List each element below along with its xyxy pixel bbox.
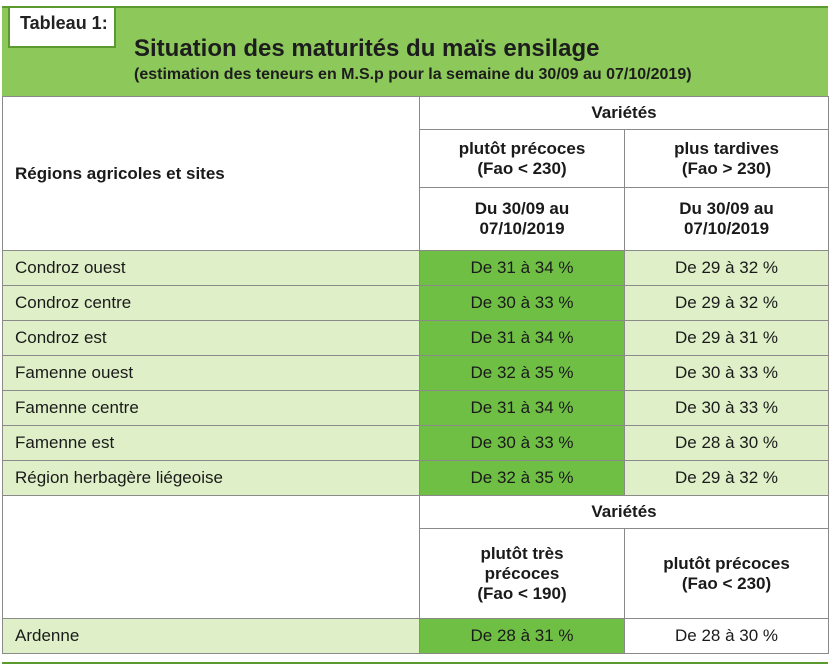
late-value-cell: De 29 à 31 %: [623, 320, 830, 356]
varieties-header: Variétés: [418, 96, 830, 130]
early-value-cell: De 31 à 34 %: [419, 390, 625, 426]
table-row: Famenne centre De 31 à 34 % De 30 à 33 %: [2, 390, 830, 426]
very-early-value-cell: De 28 à 31 %: [419, 618, 625, 654]
region-cell: Famenne centre: [2, 390, 420, 426]
col-very-early-fao: (Fao < 190): [477, 583, 567, 603]
table-row: Condroz ouest De 31 à 34 % De 29 à 32 %: [2, 250, 830, 286]
col-early-fao-2: (Fao < 230): [681, 573, 772, 593]
col-late-name: plus tardives: [674, 138, 779, 158]
region-cell: Condroz est: [2, 320, 420, 356]
regions-header: Régions agricoles et sites: [2, 96, 420, 251]
col-early-period: Du 30/09 au 07/10/2019: [419, 187, 625, 251]
col-very-early-line2: précoces: [484, 563, 560, 583]
col-early-name-2: plutôt précoces: [663, 553, 790, 573]
table-row: Région herbagère liégeoise De 32 à 35 % …: [2, 460, 830, 496]
col-early-name: plutôt précoces: [458, 138, 586, 158]
late-value-cell: De 29 à 32 %: [623, 460, 830, 496]
col-late-period-start: Du 30/09 au: [679, 199, 774, 218]
col-very-early-header: plutôt très précoces (Fao < 190): [419, 528, 625, 619]
col-early-period-start: Du 30/09 au: [474, 199, 570, 218]
region-cell: Famenne ouest: [2, 355, 420, 391]
table-number-label: Tableau 1:: [20, 13, 108, 33]
col-early-period-end: 07/10/2019: [479, 219, 565, 238]
table-row: Ardenne De 28 à 31 % De 28 à 30 %: [2, 618, 830, 654]
early-value-cell: De 30 à 33 %: [419, 425, 625, 461]
varieties-header-2: Variétés: [418, 495, 830, 529]
region-cell: Condroz centre: [2, 285, 420, 321]
blank-header-cell: [2, 495, 420, 619]
col-late-period-end: 07/10/2019: [683, 219, 770, 238]
maturity-table: Régions agricoles et sites Variétés plut…: [2, 96, 830, 654]
table-number-tag: Tableau 1:: [8, 8, 116, 48]
table-header-banner: Tableau 1: Situation des maturités du ma…: [2, 6, 828, 96]
table-title: Situation des maturités du maïs ensilage: [134, 35, 600, 62]
col-late-header: plus tardives (Fao > 230): [623, 129, 830, 188]
early-value-cell: De 32 à 35 %: [419, 460, 625, 496]
late-value-cell: De 29 à 32 %: [623, 285, 830, 321]
table-subtitle: (estimation des teneurs en M.S.p pour la…: [134, 66, 692, 83]
region-cell: Condroz ouest: [2, 250, 420, 286]
table-row: Condroz est De 31 à 34 % De 29 à 31 %: [2, 320, 830, 356]
early-value-cell: De 32 à 35 %: [419, 355, 625, 391]
early-value-cell: De 31 à 34 %: [419, 250, 625, 286]
late-value-cell: De 28 à 30 %: [623, 425, 830, 461]
table-row: Condroz centre De 30 à 33 % De 29 à 32 %: [2, 285, 830, 321]
col-early-fao: (Fao < 230): [477, 158, 567, 178]
table-row: Famenne est De 30 à 33 % De 28 à 30 %: [2, 425, 830, 461]
col-early-header: plutôt précoces (Fao < 230): [419, 129, 625, 188]
col-early-header-2: plutôt précoces (Fao < 230): [623, 528, 830, 619]
col-very-early-line1: plutôt très: [480, 543, 564, 563]
bottom-rule: [2, 662, 828, 664]
early-value-cell: De 30 à 33 %: [419, 285, 625, 321]
region-cell: Famenne est: [2, 425, 420, 461]
region-cell: Ardenne: [2, 618, 420, 654]
col-late-fao: (Fao > 230): [681, 158, 772, 178]
late-value-cell: De 30 à 33 %: [623, 390, 830, 426]
late-value-cell: De 29 à 32 %: [623, 250, 830, 286]
col-late-period: Du 30/09 au 07/10/2019: [623, 187, 830, 251]
region-cell: Région herbagère liégeoise: [2, 460, 420, 496]
early-value-cell: De 31 à 34 %: [419, 320, 625, 356]
late-value-cell: De 30 à 33 %: [623, 355, 830, 391]
early-value-cell: De 28 à 30 %: [623, 618, 830, 654]
table-row: Famenne ouest De 32 à 35 % De 30 à 33 %: [2, 355, 830, 391]
